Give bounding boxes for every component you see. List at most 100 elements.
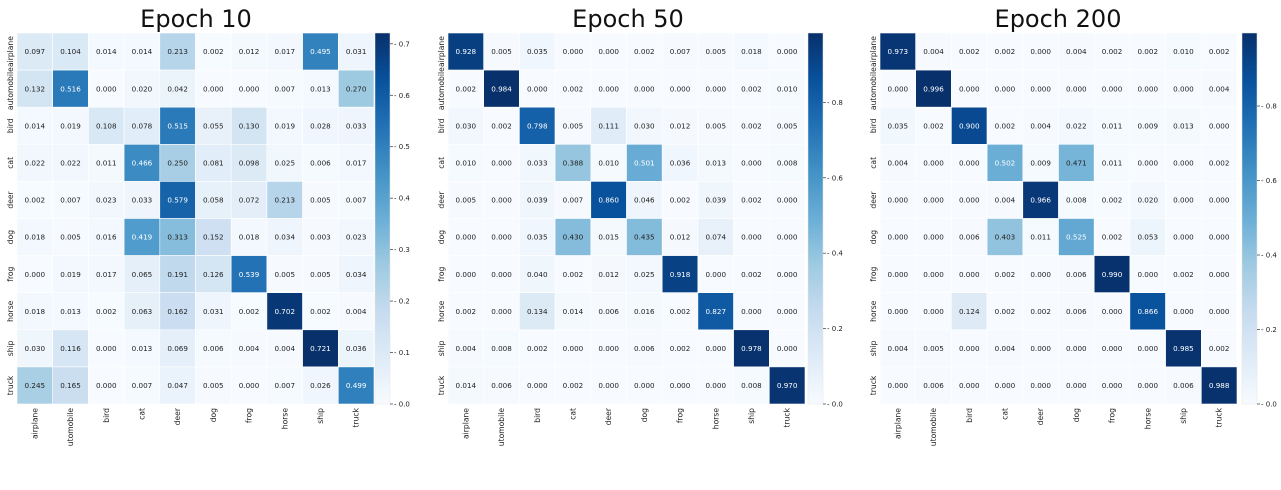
heatmap-cell <box>590 329 627 368</box>
heatmap-cell <box>16 255 54 294</box>
cell-value-label: 0.023 <box>346 233 367 242</box>
heatmap-cell <box>879 144 917 182</box>
cell-value-label: 0.000 <box>1209 307 1230 316</box>
heatmap-cell <box>16 366 54 405</box>
heatmap-cell <box>266 106 303 145</box>
heatmap-cell <box>1058 218 1095 256</box>
cell-value-label: 0.191 <box>167 270 188 279</box>
cell-value-label: 0.860 <box>598 196 619 205</box>
cell-value-label: 0.035 <box>888 121 909 130</box>
x-tick-label: airplane <box>461 408 470 439</box>
y-tick-label: truck <box>869 375 878 395</box>
cell-value-label: 0.011 <box>1102 121 1123 130</box>
cell-value-label: 0.002 <box>203 47 224 56</box>
heatmap-cell <box>768 181 806 219</box>
y-tick-label: automobile <box>869 67 878 110</box>
heatmap-cell <box>1093 106 1131 145</box>
heatmap-cell <box>159 292 196 331</box>
cell-value-label: 0.035 <box>527 233 548 242</box>
cell-value-label: 0.010 <box>456 158 477 167</box>
x-tick-label: frog <box>676 408 685 423</box>
heatmap-cell <box>768 106 806 145</box>
heatmap-cell <box>230 366 268 405</box>
cell-value-label: 0.996 <box>923 84 944 93</box>
y-tick-label: truck <box>437 375 446 395</box>
cell-value-label: 0.000 <box>598 84 619 93</box>
cell-value-label: 0.000 <box>777 270 798 279</box>
heatmap-cell <box>1165 106 1202 145</box>
heatmap-cell <box>195 69 232 108</box>
cell-value-label: 0.004 <box>1209 84 1230 93</box>
x-tick-label: dog <box>209 408 218 422</box>
y-tick-label: automobile <box>437 67 446 110</box>
cell-value-label: 0.152 <box>203 233 224 242</box>
x-tick-label: dog <box>1072 408 1081 422</box>
heatmap-cell <box>626 292 663 331</box>
cell-value-label: 0.002 <box>995 47 1016 56</box>
x-tick-label: utomobile <box>497 408 506 447</box>
cell-value-label: 0.006 <box>923 381 944 390</box>
heatmap-panel-3: Epoch 200 0.973 0.004 0.002 0.002 0.000 0.004 0… <box>869 5 1277 446</box>
x-tick-label: cat <box>568 408 577 420</box>
cell-value-label: 0.000 <box>1102 344 1123 353</box>
cell-value-label: 0.000 <box>527 84 548 93</box>
y-tick-label: deer <box>869 190 878 208</box>
cell-value-label: 0.502 <box>995 158 1016 167</box>
cell-value-label: 0.000 <box>888 233 909 242</box>
y-tick-label: airplane <box>437 36 446 67</box>
cell-value-label: 0.008 <box>1066 196 1087 205</box>
heatmap-cell <box>337 292 375 331</box>
cell-value-label: 0.000 <box>1137 84 1158 93</box>
x-tick-label: horse <box>280 408 289 430</box>
heatmap-cell <box>1093 218 1131 256</box>
heatmap-cell <box>447 69 485 108</box>
cell-value-label: 0.008 <box>777 158 798 167</box>
cell-value-label: 0.900 <box>959 121 980 130</box>
heatmap-cell <box>266 255 303 294</box>
heatmap-cell <box>302 218 339 256</box>
x-tick-label: utomobile <box>929 408 938 447</box>
heatmap-cell <box>1022 106 1059 145</box>
cell-value-label: 0.002 <box>995 121 1016 130</box>
cell-value-label: 0.022 <box>60 158 81 167</box>
heatmap-cell <box>16 329 54 368</box>
heatmap-cell <box>337 255 375 294</box>
heatmap-cell <box>951 181 988 219</box>
cell-value-label: 0.013 <box>132 344 153 353</box>
cell-value-label: 0.000 <box>1030 381 1051 390</box>
cell-value-label: 0.000 <box>1066 84 1087 93</box>
cell-value-label: 0.501 <box>634 158 655 167</box>
heatmap-cell <box>951 366 988 405</box>
cell-value-label: 0.004 <box>456 344 477 353</box>
heatmap-cell <box>519 32 556 71</box>
heatmap-cell <box>1093 292 1131 331</box>
heatmap-cell <box>879 255 917 294</box>
heatmap-cell <box>1201 218 1238 256</box>
heatmap-cell <box>1165 292 1202 331</box>
heatmap-cell <box>986 106 1024 145</box>
heatmap-cell <box>230 69 268 108</box>
heatmap-cell <box>195 181 232 219</box>
heatmap-cell <box>915 106 952 145</box>
heatmap-cell <box>302 292 339 331</box>
heatmap-cell <box>1201 366 1238 405</box>
heatmap-cell <box>554 181 592 219</box>
heatmap-cell <box>302 255 339 294</box>
cell-value-label: 0.000 <box>239 381 260 390</box>
heatmap-cell <box>1058 69 1095 108</box>
cell-value-label: 0.005 <box>60 233 81 242</box>
heatmap-cell <box>159 329 196 368</box>
cell-value-label: 0.000 <box>1030 84 1051 93</box>
y-tick-label: cat <box>869 157 878 169</box>
cell-value-label: 0.000 <box>959 84 980 93</box>
heatmap-cell <box>1129 292 1166 331</box>
cell-value-label: 0.004 <box>923 47 944 56</box>
cell-value-label: 0.098 <box>239 158 260 167</box>
heatmap-cell <box>554 106 592 145</box>
heatmap-cell <box>661 366 699 405</box>
cell-value-label: 0.000 <box>777 344 798 353</box>
heatmap-cell <box>626 32 663 71</box>
cell-value-label: 0.006 <box>491 381 512 390</box>
cell-value-label: 0.130 <box>239 121 260 130</box>
cell-value-label: 0.000 <box>741 233 762 242</box>
